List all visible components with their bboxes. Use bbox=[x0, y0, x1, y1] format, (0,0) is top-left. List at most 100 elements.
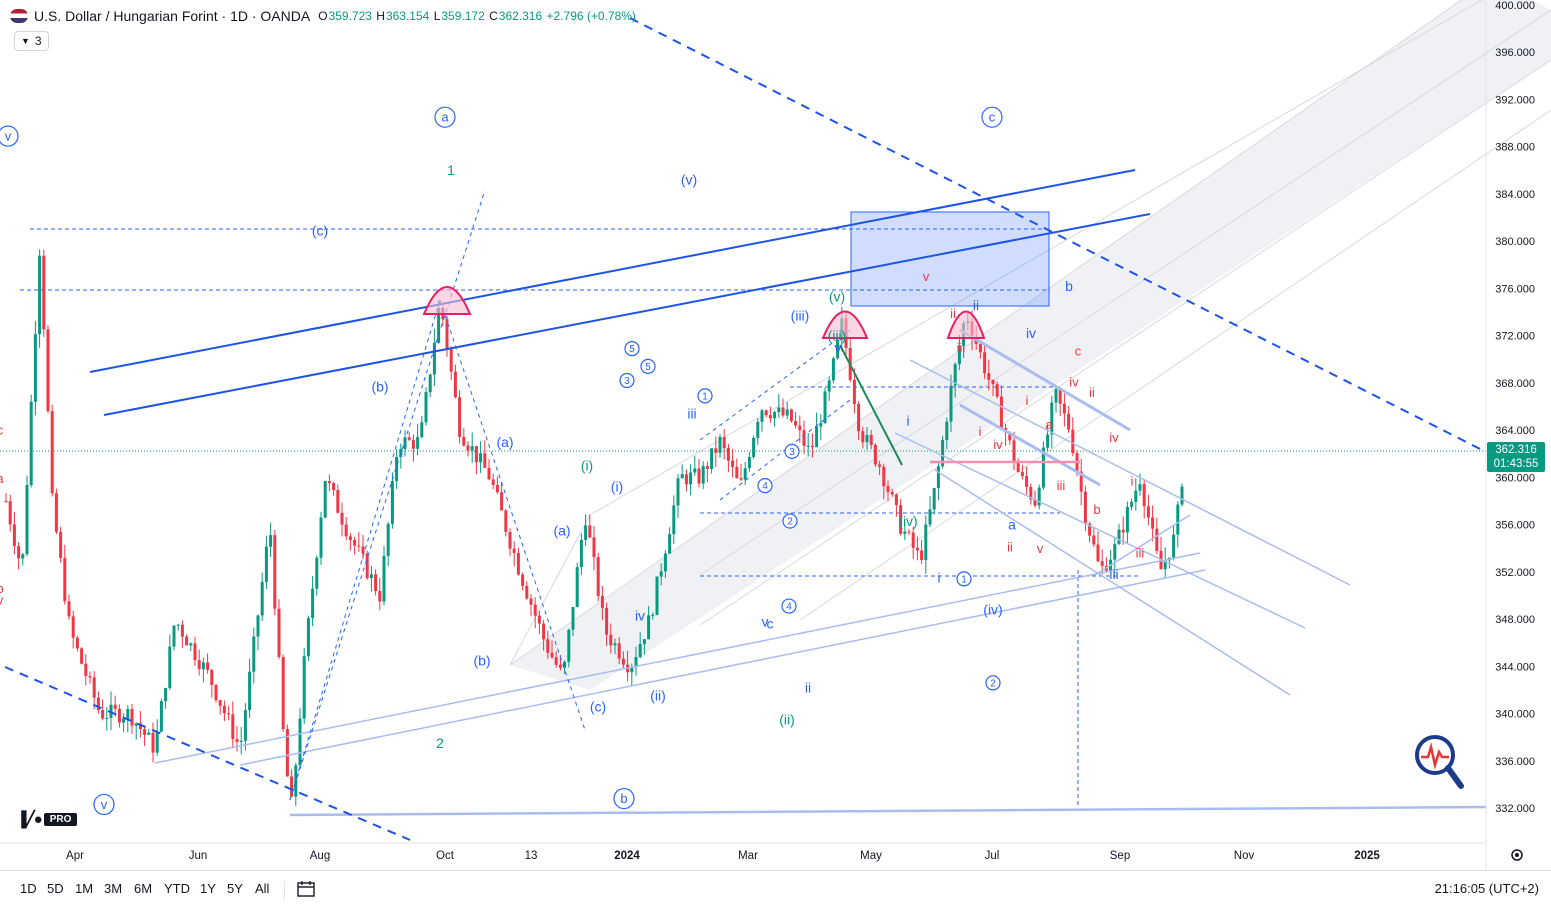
candle-body bbox=[903, 531, 907, 534]
range-1d[interactable]: 1D bbox=[20, 881, 37, 896]
time-tick-label: 2024 bbox=[614, 850, 640, 862]
wave-label: (i) bbox=[611, 479, 623, 495]
price-axis[interactable]: 400.000 396.000 392.000 388.000 384.000 380.0… bbox=[1485, 0, 1535, 870]
candle-body bbox=[680, 474, 684, 479]
wave-label: iv bbox=[635, 607, 645, 623]
candle-body bbox=[155, 731, 159, 753]
candle-body bbox=[882, 466, 886, 487]
wave-label: ii bbox=[950, 306, 956, 321]
range-all[interactable]: All bbox=[255, 881, 270, 896]
wave-label: ii bbox=[973, 297, 979, 313]
candle-body bbox=[38, 255, 42, 335]
price-tick-label: 336.000 bbox=[1495, 756, 1535, 768]
candle-body bbox=[1050, 402, 1054, 435]
candle-body bbox=[353, 540, 357, 546]
wave-label: iv bbox=[1069, 374, 1079, 389]
candle-body bbox=[92, 677, 96, 698]
range-3m[interactable]: 3M bbox=[104, 881, 123, 896]
change-value: +2.796 (+0.78%) bbox=[546, 9, 636, 23]
wave-label: (iv) bbox=[983, 602, 1002, 618]
range-5d[interactable]: 5D bbox=[47, 881, 64, 896]
candle-body bbox=[936, 466, 940, 489]
candle-body bbox=[798, 425, 802, 431]
dashed-trend-lines[interactable] bbox=[289, 189, 851, 801]
candle-body bbox=[1151, 517, 1155, 529]
candle-body bbox=[752, 437, 756, 457]
range-1m[interactable]: 1M bbox=[75, 881, 94, 896]
price-tick-label: 368.000 bbox=[1495, 378, 1535, 390]
range-1y[interactable]: 1Y bbox=[200, 881, 216, 896]
candle-body bbox=[256, 615, 260, 637]
candle-body bbox=[474, 446, 478, 463]
wave-label: 3 bbox=[624, 376, 630, 387]
candle-body bbox=[50, 411, 54, 494]
last-price-tag: 362.316 01:43:55 bbox=[1487, 442, 1545, 472]
wave-label: 4 bbox=[762, 481, 768, 492]
horizontal-levels bbox=[20, 228, 1140, 808]
gear-icon[interactable] bbox=[1511, 849, 1523, 861]
candle-body bbox=[592, 537, 596, 558]
time-tick-label: Aug bbox=[310, 850, 330, 862]
indicators-toggle[interactable]: ▼ 3 bbox=[14, 31, 49, 51]
candle-body bbox=[1088, 523, 1092, 536]
candle-body bbox=[277, 608, 281, 658]
tradingview-logo[interactable]: ▐╱● PRO bbox=[16, 811, 78, 828]
price-tick-label: 364.000 bbox=[1495, 425, 1535, 437]
candle-body bbox=[130, 709, 134, 726]
candle-body bbox=[1067, 413, 1071, 430]
trend-lines[interactable] bbox=[89, 169, 1487, 817]
candle-body bbox=[697, 468, 701, 484]
time-axis[interactable]: Apr Jun Aug Oct 13 2024 Mar May Jul Sep Nov 2025 bbox=[0, 842, 1486, 862]
candle-body bbox=[1079, 471, 1083, 492]
range-5y[interactable]: 5Y bbox=[227, 881, 243, 896]
range-ytd[interactable]: YTD bbox=[164, 881, 190, 896]
low-label: L bbox=[433, 9, 441, 23]
candle-body bbox=[117, 708, 121, 723]
wave-label: iv bbox=[1026, 325, 1036, 341]
wave-label: (c) bbox=[590, 698, 606, 714]
candle-body bbox=[63, 557, 67, 602]
candle-body bbox=[1025, 476, 1029, 487]
candle-body bbox=[617, 643, 621, 659]
candle-body bbox=[634, 657, 638, 667]
candle-body bbox=[197, 660, 201, 670]
calendar-goto-icon[interactable] bbox=[296, 879, 316, 899]
candle-body bbox=[67, 601, 71, 617]
time-tick-label: Sep bbox=[1110, 850, 1130, 862]
wave-label: v bbox=[101, 797, 108, 812]
range-6m[interactable]: 6M bbox=[134, 881, 153, 896]
candle-body bbox=[201, 662, 205, 670]
candle-body bbox=[1176, 504, 1180, 535]
candle-body bbox=[647, 615, 651, 640]
wave-label: 1 bbox=[702, 391, 708, 402]
wave-label-circle bbox=[619, 372, 635, 389]
wave-label: (i) bbox=[581, 457, 593, 473]
symbol-title[interactable]: U.S. Dollar / Hungarian Forint · 1D · OA… bbox=[34, 8, 311, 24]
magnifier-icon[interactable] bbox=[1415, 735, 1464, 789]
candle-body bbox=[336, 490, 340, 513]
time-tick-label: May bbox=[860, 850, 882, 862]
candle-body bbox=[189, 643, 193, 646]
candle-body bbox=[235, 739, 239, 742]
wave-label: 1 bbox=[961, 574, 967, 585]
indicator-count: 3 bbox=[34, 34, 42, 48]
target-zone[interactable] bbox=[850, 211, 1050, 307]
candle-body bbox=[138, 723, 142, 730]
candle-body bbox=[332, 483, 336, 491]
candle-body bbox=[1092, 535, 1096, 545]
wave-label: (c) bbox=[312, 222, 328, 238]
high-label: H bbox=[376, 9, 385, 23]
candle-body bbox=[1016, 462, 1020, 472]
candle-body bbox=[886, 486, 890, 492]
candle-body bbox=[521, 574, 525, 586]
candle-body bbox=[806, 445, 810, 447]
clock[interactable]: 21:16:05 (UTC+2) bbox=[1434, 881, 1539, 896]
candle-body bbox=[827, 380, 831, 392]
wave-label: a bbox=[0, 471, 4, 486]
candle-body bbox=[390, 480, 394, 524]
candle-body bbox=[957, 346, 961, 365]
candle-body bbox=[483, 453, 487, 468]
candle-body bbox=[857, 403, 861, 432]
candle-body bbox=[571, 607, 575, 630]
